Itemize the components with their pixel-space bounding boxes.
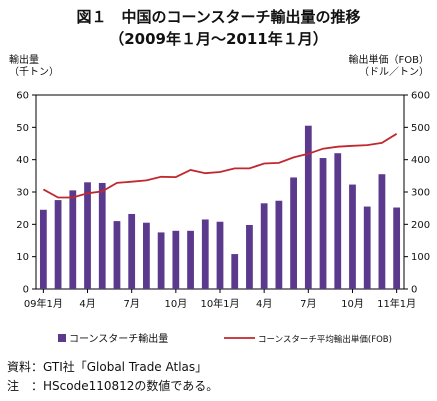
footnote: 注 ：HScode110812の数値である。 [7,379,219,393]
x-axis-tick-label: 09年1月 [24,297,63,310]
bar [378,174,386,289]
legend-swatch-bars [58,334,66,342]
left-axis-tick-label: 10 [16,252,29,263]
bar [69,190,77,289]
right-axis-label-unit: （ドル／トン） [359,67,429,78]
bar [290,177,297,289]
bar [172,230,180,289]
right-axis-tick-label: 200 [411,220,430,231]
bar [304,125,312,289]
bar [54,200,62,289]
source-note: 資料：GTI社「Global Trade Atlas」 [7,360,208,374]
bar [98,182,106,289]
left-axis-tick-label: 50 [16,123,29,134]
bar [246,224,253,289]
bar [349,184,356,289]
x-axis-tick-label: 11年1月 [377,297,416,310]
chart-title: 図１ 中国のコーンスターチ輸出量の推移 [76,8,361,26]
left-axis-tick-label: 0 [23,285,29,296]
right-axis-tick-label: 400 [411,155,430,166]
bar [201,219,209,289]
bar [275,200,283,289]
bar [363,206,371,289]
left-axis-tick-label: 30 [16,188,29,199]
bar [113,221,121,289]
series-line [42,133,398,199]
right-axis-label-name: 輸出単価（FOB） [348,55,429,66]
bar [216,221,224,289]
left-axis-tick-label: 20 [16,220,29,231]
right-axis-tick-label: 500 [411,123,430,134]
left-axis-label-name: 輸出量 [9,55,39,66]
x-axis-tick-label: 10年1月 [200,297,239,310]
right-axis-tick-label: 600 [411,91,430,102]
left-axis-label-unit: （千トン） [9,67,59,78]
right-axis-label: 輸出単価（FOB） （ドル／トン） [349,55,429,79]
x-axis-tick-label: 7月 [300,298,316,310]
bar [260,203,268,289]
x-axis-tick-label: 10月 [164,298,187,310]
right-axis-tick-label: 300 [411,188,430,199]
legend-label-bars: コーンスターチ輸出量 [69,332,168,345]
bar [84,182,91,289]
bar [39,209,47,289]
left-axis-tick-label: 60 [16,91,29,102]
left-axis-tick-label: 40 [16,155,29,166]
bar [187,230,194,289]
x-axis-tick-label: 4月 [256,298,272,310]
x-axis-tick-label: 10月 [341,298,364,310]
legend-label-line: コーンスターチ平均輸出単価(FOB) [258,334,392,345]
bar [393,207,401,289]
bar [231,254,239,289]
right-axis-tick-label: 100 [411,252,430,263]
chart-subtitle: （2009年１月～2011年１月） [109,30,328,48]
bar [157,232,165,289]
bar [128,213,136,289]
bar [334,153,342,289]
left-axis-label: 輸出量 （千トン） [9,55,59,79]
x-axis-tick-label: 4月 [79,298,95,310]
x-axis-tick-label: 7月 [123,298,139,310]
bar [143,222,150,289]
bar [319,158,327,289]
right-axis-tick-label: 0 [411,285,417,296]
